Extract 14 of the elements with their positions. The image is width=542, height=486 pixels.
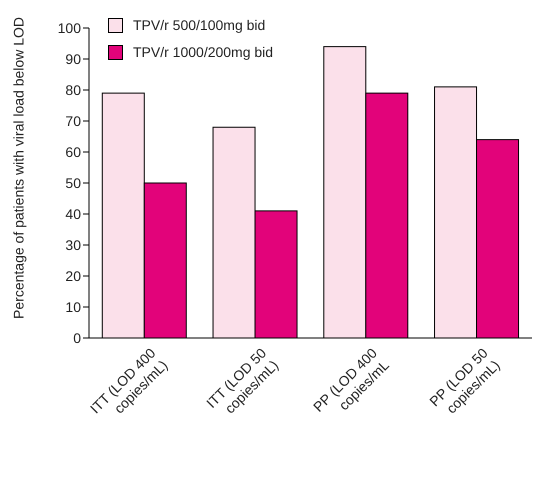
- y-tick-label: 90: [65, 50, 82, 67]
- y-tick-label: 80: [65, 82, 82, 98]
- y-tick-label: 50: [65, 174, 82, 191]
- y-tick-label: 100: [58, 20, 82, 36]
- y-axis-title: Percentage of patients with viral load below LOD: [10, 17, 27, 319]
- y-tick-label: 40: [65, 206, 82, 222]
- y-tick-label: 10: [65, 298, 82, 315]
- y-tick-label: 30: [65, 236, 82, 253]
- y-tick-label: 60: [65, 144, 82, 160]
- y-tick-label: 0: [73, 330, 82, 346]
- legend-label: TPV/r 1000/200mg bid: [133, 43, 274, 62]
- y-tick-label: 70: [65, 112, 82, 129]
- y-tick-label: 20: [65, 268, 82, 284]
- legend-label: TPV/r 500/100mg bid: [133, 16, 266, 35]
